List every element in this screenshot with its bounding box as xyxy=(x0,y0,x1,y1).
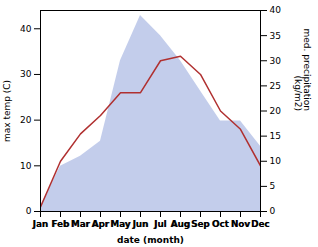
svg-text:10: 10 xyxy=(20,161,32,171)
svg-text:5: 5 xyxy=(270,181,276,191)
svg-text:Aug: Aug xyxy=(171,219,191,229)
svg-text:Oct: Oct xyxy=(212,219,230,229)
svg-text:max temp (C): max temp (C) xyxy=(2,80,12,142)
svg-text:10: 10 xyxy=(270,156,282,166)
svg-text:35: 35 xyxy=(270,31,281,41)
svg-text:20: 20 xyxy=(20,115,32,125)
svg-text:20: 20 xyxy=(270,106,282,116)
svg-text:Dec: Dec xyxy=(251,219,270,229)
svg-text:30: 30 xyxy=(270,56,282,66)
svg-text:40: 40 xyxy=(20,24,32,34)
svg-text:Sep: Sep xyxy=(191,219,211,229)
svg-text:40: 40 xyxy=(270,5,282,15)
svg-text:Jan: Jan xyxy=(33,219,48,229)
svg-text:Mar: Mar xyxy=(71,219,91,229)
svg-text:Dec: Dec xyxy=(252,219,269,229)
svg-text:0: 0 xyxy=(26,206,32,216)
svg-text:25: 25 xyxy=(270,81,281,91)
svg-text:med. precipitation(kg/m2): med. precipitation(kg/m2) xyxy=(293,29,312,111)
svg-text:Jun: Jun xyxy=(131,219,148,229)
svg-text:May: May xyxy=(110,219,131,229)
svg-text:Jul: Jul xyxy=(154,219,166,229)
svg-text:30: 30 xyxy=(20,69,32,79)
svg-text:date (month): date (month) xyxy=(117,235,184,245)
svg-text:Jul: Jul xyxy=(153,219,167,229)
svg-text:0: 0 xyxy=(270,206,276,216)
svg-text:15: 15 xyxy=(270,131,281,141)
svg-text:Nov: Nov xyxy=(231,219,251,229)
svg-text:Feb: Feb xyxy=(51,219,70,229)
svg-text:Jan: Jan xyxy=(32,219,49,229)
svg-text:Apr: Apr xyxy=(92,219,110,229)
